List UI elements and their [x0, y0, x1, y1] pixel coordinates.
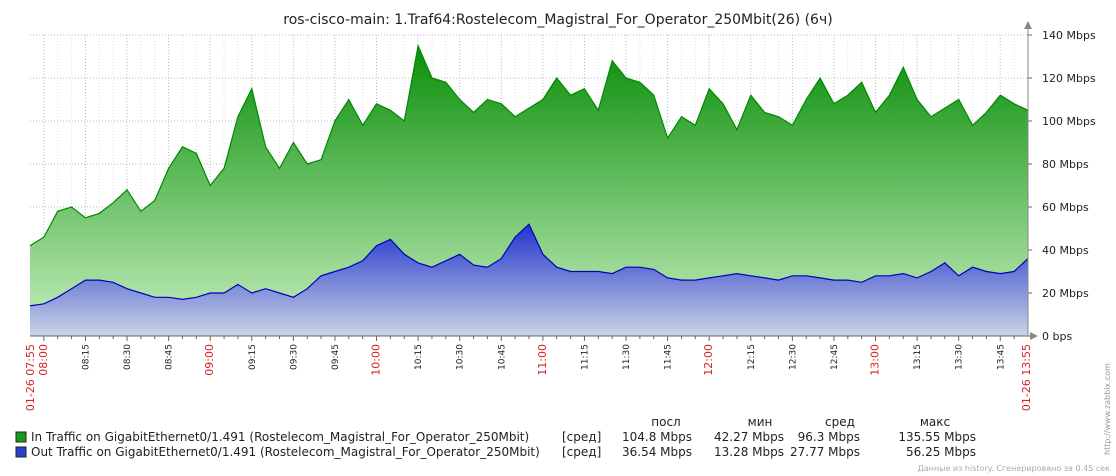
x-tick-label: 10:15 [414, 344, 424, 370]
legend: посл мин сред макс In Traffic on GigabitEthe… [15, 415, 976, 459]
legend-swatch [15, 431, 27, 443]
x-tick-label: 11:15 [580, 344, 590, 370]
chart-title: ros-cisco-main: 1.Traf64:Rostelecom_Magi… [283, 12, 832, 28]
legend-value: 135.55 Mbps [898, 430, 976, 444]
x-tick-label: 12:00 [702, 344, 715, 376]
legend-value: 42.27 Mbps [714, 430, 784, 444]
x-end-label: 01-26 13:55 [1020, 344, 1033, 411]
x-tick-label: 12:30 [788, 344, 798, 370]
legend-header: мин [748, 415, 773, 429]
x-tick-label: 11:00 [536, 344, 549, 376]
y-tick-label: 140 Mbps [1042, 29, 1096, 42]
x-tick-label: 11:30 [622, 344, 632, 370]
x-axis-arrow [1030, 332, 1038, 340]
x-tick-label: 12:45 [830, 344, 840, 370]
legend-header: макс [920, 415, 950, 429]
legend-series-name: In Traffic on GigabitEthernet0/1.491 (Ro… [31, 430, 529, 444]
x-tick-label: 09:30 [289, 344, 299, 370]
y-tick-label: 60 Mbps [1042, 201, 1089, 214]
y-tick-label: 20 Mbps [1042, 287, 1089, 300]
series-line-in [29, 43, 1029, 247]
x-tick-label: 09:00 [203, 344, 216, 376]
y-tick-label: 80 Mbps [1042, 158, 1089, 171]
x-tick-label: 08:30 [123, 344, 133, 370]
x-tick-label: 10:45 [497, 344, 507, 370]
legend-value: 36.54 Mbps [622, 445, 692, 459]
legend-value: 96.3 Mbps [798, 430, 860, 444]
legend-value: 56.25 Mbps [906, 445, 976, 459]
y-tick-label: 40 Mbps [1042, 244, 1089, 257]
x-start-label: 01-26 07:55 [24, 344, 37, 411]
series-areas [29, 43, 1029, 337]
x-tick-label: 12:15 [747, 344, 757, 370]
x-tick-label: 08:15 [81, 344, 91, 370]
legend-value: 104.8 Mbps [622, 430, 692, 444]
legend-series-name: Out Traffic on GigabitEthernet0/1.491 (R… [31, 445, 540, 459]
footer-note: Данные из history. Сгенерировано за 0.45… [918, 464, 1111, 473]
legend-header: посл [651, 415, 680, 429]
x-tick-label: 09:15 [248, 344, 258, 370]
y-tick-label: 100 Mbps [1042, 115, 1096, 128]
y-tick-label: 120 Mbps [1042, 72, 1096, 85]
x-axis-ticks: 08:00 08:15 08:30 08:45 09:00 09:15 09:30 09:45… [24, 344, 1033, 411]
legend-header: сред [825, 415, 855, 429]
x-tick-label: 13:30 [955, 344, 965, 370]
x-tick-label: 08:45 [165, 344, 175, 370]
x-tick-label: 13:00 [869, 344, 882, 376]
x-tick-label: 08:00 [37, 344, 50, 376]
x-tick-label: 13:45 [996, 344, 1006, 370]
y-axis-arrow [1024, 21, 1032, 29]
x-tick-label: 10:00 [370, 344, 383, 376]
series-line-out [29, 223, 1029, 307]
x-tick-label: 09:45 [331, 344, 341, 370]
y-axis-ticks: 0 bps 20 Mbps 40 Mbps 60 Mbps 80 Mbps 100 Mbp… [1042, 29, 1096, 343]
legend-value: 27.77 Mbps [790, 445, 860, 459]
legend-stat-label: [сред] [562, 430, 601, 444]
side-note: http://www.zabbix.com [1103, 363, 1112, 455]
axes [30, 21, 1038, 341]
legend-value: 13.28 Mbps [714, 445, 784, 459]
legend-stat-label: [сред] [562, 445, 601, 459]
series-area-in [30, 45, 1028, 337]
x-tick-label: 10:30 [456, 344, 466, 370]
y-tick-label: 0 bps [1042, 330, 1072, 343]
x-tick-label: 11:45 [664, 344, 674, 370]
series-area-out [30, 224, 1028, 336]
legend-swatch [15, 446, 27, 458]
x-tick-label: 13:15 [913, 344, 923, 370]
